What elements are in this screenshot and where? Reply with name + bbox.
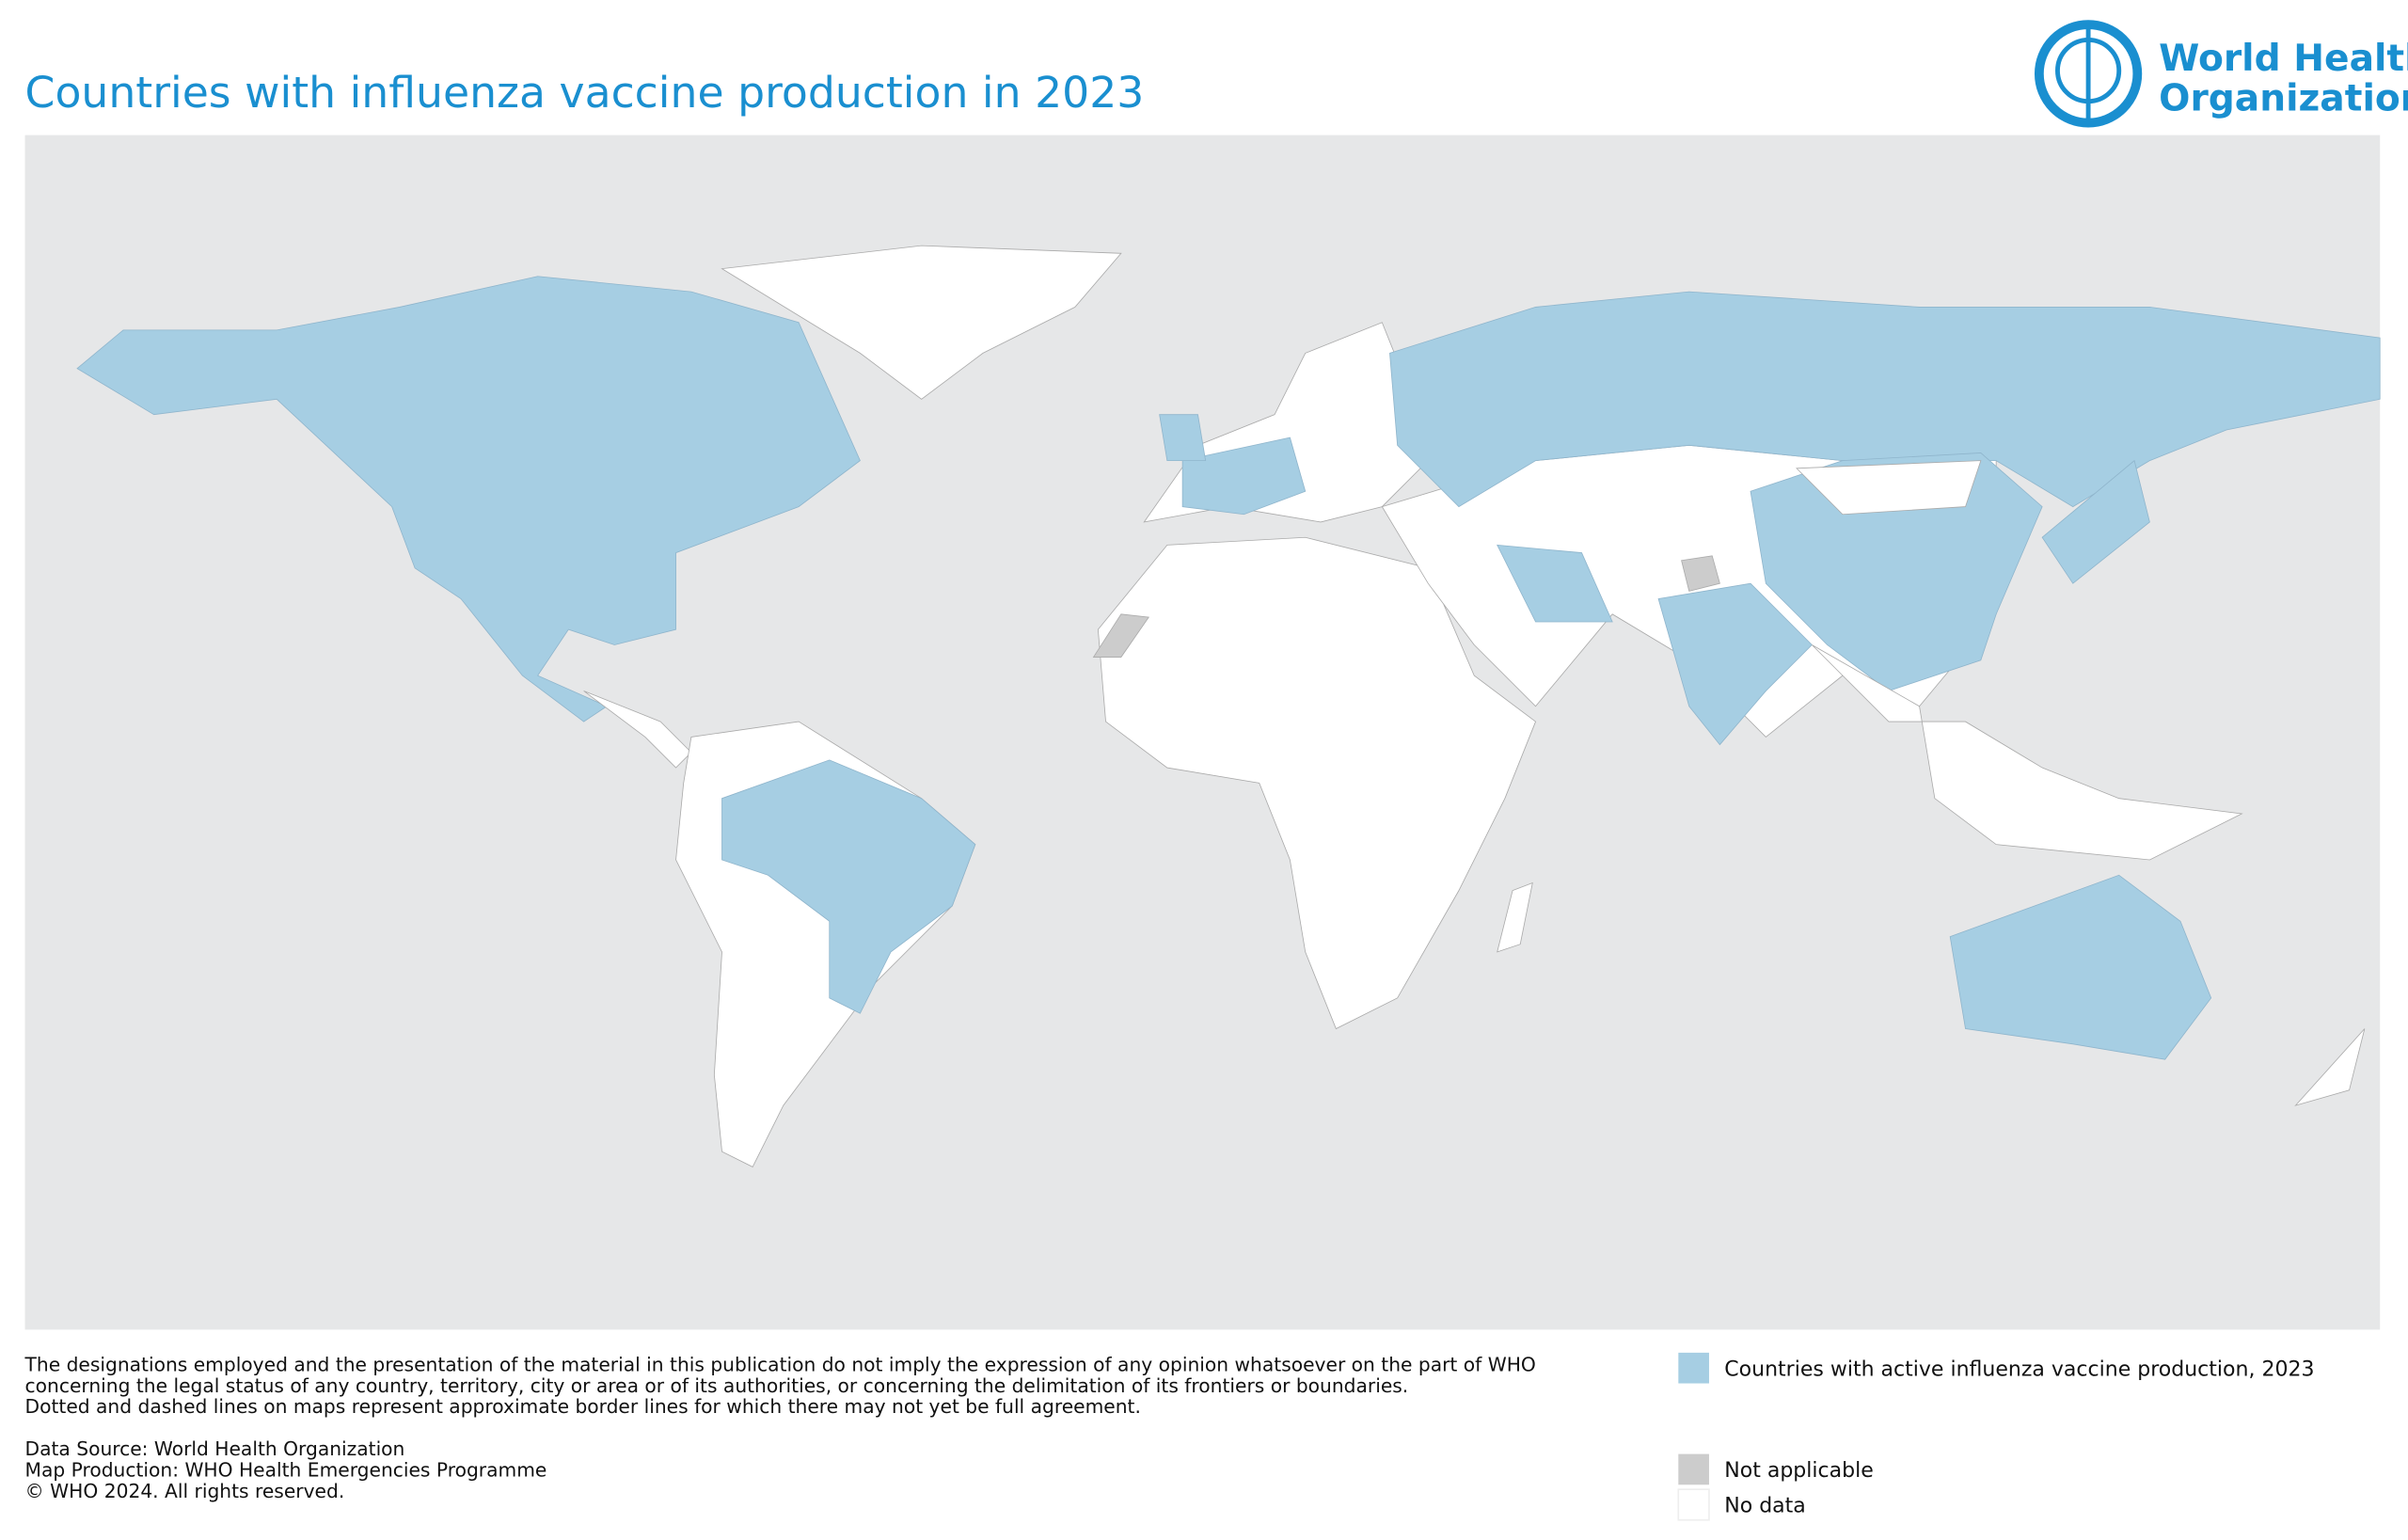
western-sahara: [1092, 613, 1149, 658]
china: [1750, 452, 2043, 691]
central-america: [583, 691, 692, 769]
uk: [1159, 414, 1207, 462]
brazil: [721, 759, 976, 1014]
legend-swatch: [1678, 1352, 1709, 1384]
legend-label: No data: [1724, 1495, 1806, 1518]
logo-text: Organization: [2159, 78, 2408, 120]
kashmir: [1681, 555, 1720, 592]
mongolia: [1796, 460, 1982, 516]
logo-emblem: [2034, 20, 2143, 128]
india: [1657, 582, 1813, 746]
japan: [2041, 459, 2150, 584]
footer: The designations employed and the presen…: [24, 1353, 1536, 1501]
iran: [1497, 544, 1613, 623]
russia: [1389, 291, 2381, 508]
logo-text: World Health: [2159, 38, 2408, 80]
north-america: [76, 276, 861, 722]
australia: [1949, 874, 2212, 1060]
legend-label: Not applicable: [1724, 1459, 1873, 1483]
legend-swatch: [1678, 1453, 1709, 1485]
credit-line: © WHO 2024. All rights reserved.: [25, 1480, 345, 1502]
disclaimer-line: Dotted and dashed lines on maps represen…: [25, 1395, 1141, 1418]
legend-swatch: [1677, 1488, 1710, 1521]
legend-label: Countries with active influenza vaccine …: [1724, 1357, 2314, 1381]
legend: Countries with active influenza vaccine …: [1677, 1352, 2314, 1521]
southeast-asia: [1812, 644, 2243, 861]
disclaimer-line: concerning the legal status of any count…: [25, 1374, 1409, 1397]
africa: [1097, 536, 1537, 1030]
disclaimer-line: The designations employed and the presen…: [24, 1353, 1536, 1375]
western-europe: [1181, 437, 1307, 516]
title: Countries with influenza vaccine product…: [25, 68, 1145, 118]
who-logo: World Health Organization: [2034, 20, 2408, 128]
greenland: [721, 245, 1122, 400]
credit-line: Map Production: WHO Health Emergencies P…: [25, 1459, 547, 1482]
new-zealand: [2294, 1028, 2366, 1106]
credit-line: Data Source: World Health Organization: [25, 1437, 405, 1460]
map: [24, 135, 2381, 1330]
madagascar: [1497, 881, 1533, 953]
